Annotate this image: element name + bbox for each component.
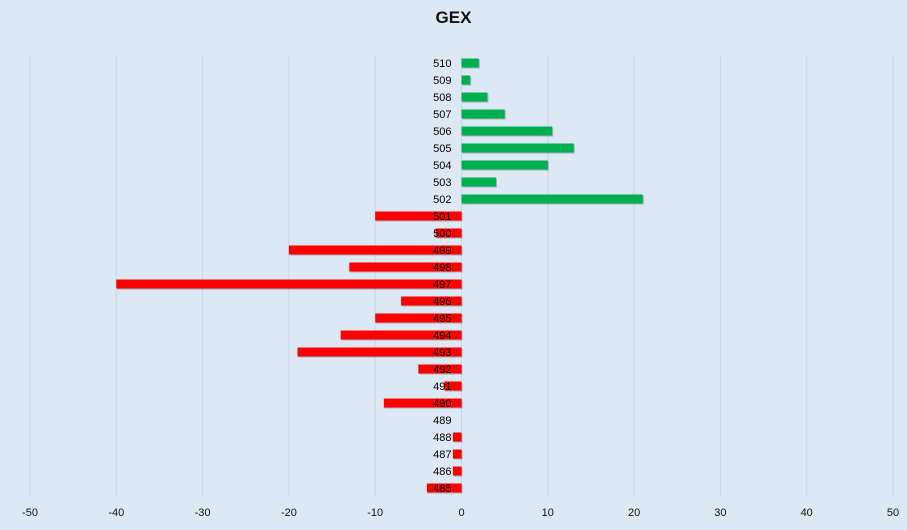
category-label: 486 [433,466,451,478]
bar [297,347,462,357]
x-tick-label: 0 [458,507,464,519]
bar [461,160,548,170]
bar [461,177,497,187]
bar [435,228,462,238]
category-label: 504 [433,160,451,172]
category-label: 494 [433,330,451,342]
bar [461,92,488,102]
bar [401,296,462,306]
category-label: 490 [433,398,451,410]
category-label: 496 [433,296,451,308]
category-label: 488 [433,432,451,444]
x-tick-label: -10 [367,507,383,519]
category-label: 489 [433,415,451,427]
category-label: 506 [433,126,451,138]
bar [444,381,462,391]
bar [375,313,462,323]
category-label: 485 [433,483,451,495]
bar [383,398,462,408]
category-label: 495 [433,313,451,325]
x-tick-label: -40 [108,507,124,519]
category-label: 502 [433,194,451,206]
x-tick-label: 30 [714,507,726,519]
x-tick-label: 20 [628,507,640,519]
bar [461,143,574,153]
category-label: 497 [433,279,451,291]
bar [426,483,462,493]
bar [349,262,462,272]
category-label: 500 [433,228,451,240]
x-tick-label: 50 [887,507,899,519]
bar [340,330,462,340]
x-tick-label: -20 [281,507,297,519]
x-tick-label: -50 [22,507,38,519]
category-label: 501 [433,211,451,223]
bar [452,432,462,442]
bar [461,194,643,204]
bar [461,58,479,68]
bar [461,75,471,85]
x-tick-label: -30 [195,507,211,519]
category-label: 487 [433,449,451,461]
category-label: 505 [433,143,451,155]
category-label: 493 [433,347,451,359]
category-label: 510 [433,58,451,70]
bar [418,364,462,374]
bar [288,245,462,255]
bar [452,449,462,459]
category-label: 498 [433,262,451,274]
category-label: 509 [433,75,451,87]
category-label: 491 [433,381,451,393]
bar [375,211,462,221]
category-label: 508 [433,92,451,104]
category-label: 503 [433,177,451,189]
chart-title: GEX [435,8,472,27]
bar [452,466,462,476]
bar [116,279,462,289]
category-label: 507 [433,109,451,121]
category-label: 499 [433,245,451,257]
bar [461,126,553,136]
x-tick-label: 10 [542,507,554,519]
category-label: 492 [433,364,451,376]
x-tick-label: 40 [801,507,813,519]
bar [461,109,505,119]
